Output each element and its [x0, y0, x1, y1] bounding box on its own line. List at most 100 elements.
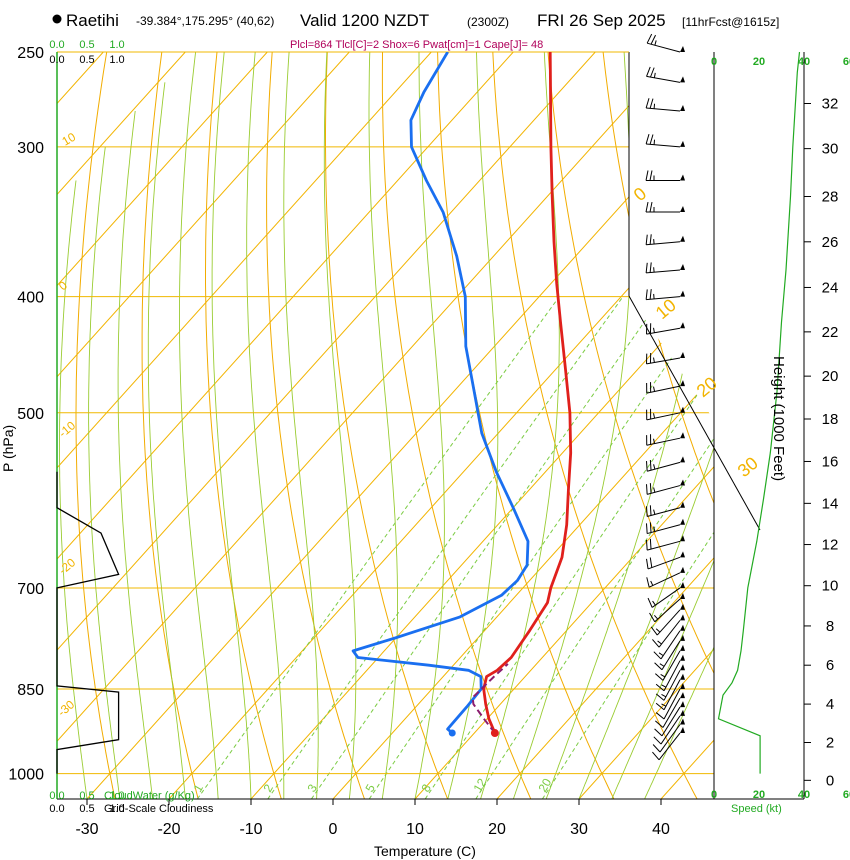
- pressure-tick: 400: [17, 290, 44, 307]
- barb-flag: [645, 262, 648, 273]
- wind-barb: [646, 432, 685, 446]
- temp-tick-label: 30: [570, 821, 588, 838]
- barb-half-flag: [653, 386, 656, 392]
- isotherm-label: 0: [56, 278, 70, 293]
- barb-base-marker: [680, 174, 685, 181]
- cloudiness-profile: [56, 471, 120, 774]
- isotherm: [250, 283, 714, 799]
- cloudiness-bottom-tick: 0.0: [49, 803, 64, 815]
- height-tick-label: 2: [826, 735, 834, 752]
- moist-adiabat: [211, 52, 252, 799]
- wind-barb: [645, 98, 685, 112]
- moist-adiabat: [147, 82, 186, 799]
- barb-staff: [646, 143, 681, 148]
- barb-staff: [647, 42, 681, 53]
- isotherm: [57, 52, 596, 651]
- moist-adiabat: [611, 559, 714, 799]
- temp-tick-label: 10: [406, 821, 424, 838]
- wind-barb: [646, 566, 685, 588]
- mixing-ratio-line: [368, 296, 714, 799]
- cloudiness-line: [56, 471, 120, 774]
- barb-base-marker: [680, 727, 685, 734]
- barb-flag: [649, 289, 652, 300]
- barb-flag: [655, 673, 664, 681]
- barb-staff: [659, 724, 681, 753]
- moist-adiabat: [246, 52, 285, 799]
- barb-staff: [646, 385, 681, 394]
- barb-half-flag: [653, 413, 656, 419]
- mixing-ratio-line: [310, 296, 663, 799]
- barb-staff: [646, 241, 681, 246]
- barb-base-marker: [680, 535, 685, 542]
- barb-staff: [646, 296, 681, 301]
- barb-base-marker: [680, 566, 685, 573]
- wind-barb: [645, 201, 685, 213]
- barb-base-marker: [680, 644, 685, 651]
- barb-staff: [646, 107, 681, 112]
- barb-half-flag: [653, 464, 656, 470]
- height-tick-label: 16: [822, 453, 839, 470]
- barb-flag: [645, 201, 649, 213]
- cloudwater-bottom-tick: 0.0: [49, 790, 64, 802]
- barb-flag: [649, 505, 652, 516]
- moist-adiabat: [59, 180, 88, 799]
- barb-staff: [647, 507, 681, 517]
- wind-barb: [655, 644, 685, 681]
- cloudwater-top-tick: 0.5: [79, 39, 94, 51]
- cloudwater-bottom-tick: 1.0: [109, 790, 124, 802]
- barb-base-marker: [680, 709, 685, 716]
- barb-base-marker: [680, 290, 685, 297]
- barb-staff: [647, 556, 681, 570]
- barb-flag: [649, 98, 654, 109]
- wind-barb: [652, 727, 685, 761]
- barb-base-marker: [680, 351, 685, 358]
- station-name: Raetihi: [66, 11, 119, 30]
- barb-base-marker: [680, 673, 685, 680]
- height-tick-label: 18: [822, 411, 839, 428]
- barb-staff: [656, 609, 681, 636]
- station-marker: [52, 14, 62, 24]
- barb-flag: [649, 612, 656, 622]
- isotherm: [57, 52, 432, 469]
- barb-flag: [655, 712, 665, 720]
- barb-flag: [645, 98, 650, 109]
- speed-top-tick: 20: [753, 56, 765, 68]
- x-axis-label: Temperature (C): [374, 843, 476, 859]
- y-axis-label: P (hPa): [0, 425, 16, 472]
- mixing-ratio-label: 2: [260, 781, 276, 794]
- wind-barb: [645, 134, 685, 148]
- wind-barb: [654, 634, 685, 671]
- mixing-ratio-line: [475, 437, 714, 799]
- thermo-grid: [57, 52, 714, 799]
- speed-label: Speed (kt): [731, 803, 782, 815]
- isotherm: [57, 52, 350, 378]
- speed-bottom-tick: 0: [711, 789, 717, 801]
- cloudiness-bottom-tick: 1.0: [109, 803, 124, 815]
- barb-staff: [663, 660, 681, 691]
- moist-adiabat: [414, 52, 445, 799]
- barb-staff: [646, 269, 681, 274]
- barb-flag: [646, 539, 648, 551]
- wind-barb: [646, 406, 685, 421]
- barb-flag: [646, 523, 648, 534]
- barb-half-flag: [658, 652, 664, 657]
- wind-barb: [646, 501, 685, 517]
- barb-flag: [654, 728, 663, 737]
- temp-tick-label: -20: [157, 821, 180, 838]
- pressure-tick: 700: [17, 581, 44, 598]
- valid-date: FRI 26 Sep 2025: [537, 11, 666, 30]
- cloudwater-bottom-tick: 0.5: [79, 790, 94, 802]
- wind-barb: [655, 673, 685, 711]
- parcel-line: [471, 663, 509, 734]
- mask-top-right: [629, 52, 714, 296]
- barb-staff: [654, 598, 681, 623]
- barb-flag: [649, 262, 652, 273]
- moist-adiabat: [179, 52, 219, 799]
- barb-base-marker: [680, 235, 685, 242]
- surface-temp-dot: [490, 729, 499, 738]
- barb-flag: [650, 626, 658, 636]
- barb-half-flag: [661, 684, 667, 688]
- height-tick-label: 24: [822, 279, 839, 296]
- barb-base-marker: [680, 624, 685, 631]
